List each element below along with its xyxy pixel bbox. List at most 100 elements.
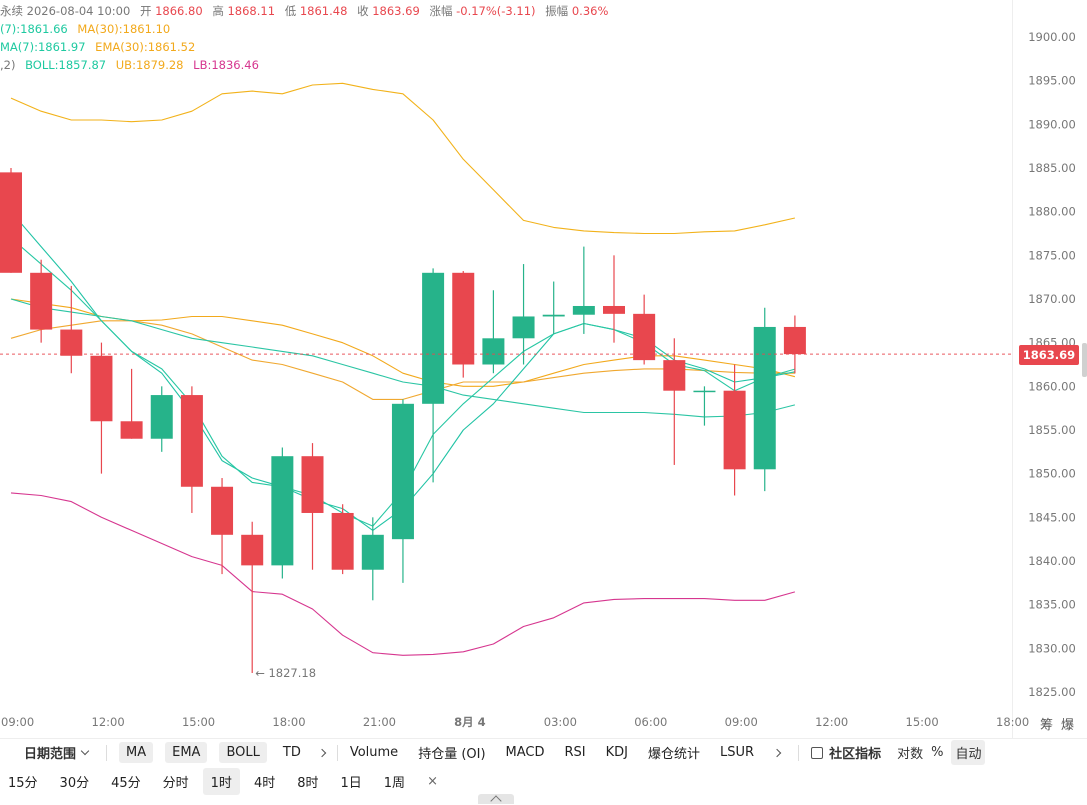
boll-upper-line	[10, 82, 796, 235]
candle-down	[241, 534, 264, 566]
candle-up	[391, 403, 414, 540]
date-range-label: 日期范围	[24, 747, 77, 762]
candle-down	[723, 390, 746, 470]
divider	[798, 744, 800, 761]
price-tick-label: 1840.00	[1028, 554, 1076, 568]
indicator-liquidation-button[interactable]: 爆仓统计	[648, 747, 701, 762]
time-tick-label: 09:00	[725, 715, 758, 729]
candle-down	[603, 305, 625, 314]
time-tick-label: 21:00	[363, 715, 396, 729]
tf-30m[interactable]: 30分	[59, 775, 90, 791]
indicator-td-button[interactable]: TD	[282, 745, 301, 760]
indicator-ema-button[interactable]: EMA	[165, 742, 208, 763]
divider	[106, 744, 108, 761]
chip-bao[interactable]: 爆	[1061, 718, 1075, 733]
candle-down	[211, 486, 234, 535]
time-tick-label: 15:00	[906, 715, 939, 729]
time-tick-label: 06:00	[634, 715, 667, 729]
price-tick-label: 1870.00	[1028, 292, 1076, 306]
auto-scale-toggle[interactable]: 自动	[951, 740, 986, 765]
edit-icon[interactable]	[811, 746, 824, 759]
close-value: 1863.69	[372, 4, 420, 18]
tf-line[interactable]: 分时	[162, 775, 189, 791]
boll-value: BOLL:1857.87	[25, 58, 107, 72]
high-value: 1868.11	[227, 4, 276, 18]
symbol-suffix: 永续	[0, 4, 23, 18]
indicator-volume-button[interactable]: Volume	[349, 745, 399, 760]
candle-down	[452, 272, 475, 365]
price-tick-label: 1860.00	[1028, 379, 1076, 393]
high-label: 高	[212, 4, 224, 18]
time-tick-label: 8月 4	[454, 715, 486, 729]
indicator-toolbar: 日期范围 MA EMA BOLL TD Volume 持仓量 (OI) MACD…	[0, 738, 1087, 766]
candle-down	[331, 512, 354, 570]
time-tick-label: 18:00	[272, 715, 305, 729]
side-tools: 筹爆	[1040, 714, 1082, 733]
price-tick-label: 1855.00	[1028, 423, 1076, 437]
open-value: 1866.80	[155, 4, 203, 18]
percent-scale-toggle[interactable]: %	[931, 745, 944, 760]
close-label: 收	[357, 4, 369, 18]
candle-up	[271, 456, 294, 566]
indicator-ma-button[interactable]: MA	[119, 742, 154, 763]
panel-resize-handle[interactable]	[478, 794, 514, 805]
indicator-rsi-button[interactable]: RSI	[564, 745, 586, 760]
ma30-value: MA(30):1861.10	[77, 22, 171, 36]
axis-scroll-handle[interactable]	[1082, 343, 1087, 377]
timeframe-toolbar: 15分 30分 45分 分时 1时 4时 8时 1日 1周 ×	[0, 766, 1087, 796]
ema7-value: MA(7):1861.97	[0, 40, 86, 54]
candle-up	[482, 338, 505, 365]
time-tick-label: 09:00	[1, 715, 34, 729]
tf-4h[interactable]: 4时	[253, 775, 276, 791]
low-value: 1861.48	[299, 4, 348, 18]
amplitude-value: 0.36%	[571, 4, 609, 18]
tf-8h[interactable]: 8时	[297, 775, 319, 791]
tf-15m[interactable]: 15分	[8, 775, 38, 791]
candle-down	[120, 421, 143, 439]
candle-down	[90, 355, 113, 422]
tf-45m[interactable]: 45分	[111, 775, 141, 791]
boll-lower-line	[10, 492, 796, 656]
indicator-macd-button[interactable]: MACD	[505, 745, 545, 760]
chip-chou[interactable]: 筹	[1040, 718, 1054, 733]
chevron-right-icon[interactable]	[772, 748, 782, 757]
price-tick-label: 1830.00	[1028, 641, 1076, 655]
candlestick-chart[interactable]: 1900.00 1895.00 1890.00 1885.00 1880.00 1875.…	[0, 0, 1087, 738]
price-tick-label: 1890.00	[1028, 117, 1076, 131]
tf-1d[interactable]: 1日	[340, 775, 362, 791]
chart-markers: ← 1827.18	[0, 353, 1012, 680]
indicator-boll-button[interactable]: BOLL	[219, 742, 267, 763]
date-range-dropdown[interactable]: 日期范围	[24, 743, 90, 762]
time-tick-label: 12:00	[92, 715, 125, 729]
candle-up	[422, 272, 445, 404]
log-scale-toggle[interactable]: 对数	[897, 747, 924, 762]
tf-1w[interactable]: 1周	[383, 775, 406, 791]
time-tick-label: 18:00	[996, 715, 1029, 729]
change-label: 涨幅	[429, 4, 453, 18]
time-tick-label: 03:00	[544, 715, 577, 729]
close-timeframes-button[interactable]: ×	[427, 773, 438, 789]
divider	[336, 744, 338, 761]
chevron-right-icon[interactable]	[317, 748, 327, 757]
boll-params: ,2)	[0, 58, 16, 72]
tf-1h[interactable]: 1时	[202, 767, 240, 795]
indicator-oi-button[interactable]: 持仓量 (OI)	[418, 747, 486, 762]
price-tick-label: 1885.00	[1028, 161, 1076, 175]
candle-down	[60, 329, 83, 356]
candle-up	[512, 316, 535, 339]
candle-down	[180, 395, 203, 487]
candle-down	[30, 272, 53, 330]
time-axis[interactable]: 09:00 12:00 15:00 18:00 21:00 8月 4 03:00 06:00 0…	[1, 715, 1029, 729]
open-label: 开	[139, 4, 152, 18]
price-tick-label: 1835.00	[1028, 598, 1076, 612]
ema-row: MA(7):1861.97 EMA(30):1861.52	[0, 38, 195, 57]
price-tick-label: 1895.00	[1028, 74, 1076, 88]
indicator-kdj-button[interactable]: KDJ	[605, 745, 628, 760]
candle-down	[633, 313, 656, 361]
ma-row: (7):1861.66 MA(30):1861.10	[0, 20, 170, 39]
time-tick-label: 12:00	[815, 715, 848, 729]
price-axis[interactable]: 1900.00 1895.00 1890.00 1885.00 1880.00 1875.…	[1028, 30, 1076, 699]
price-tick-label: 1845.00	[1028, 510, 1076, 524]
community-indicators-button[interactable]: 社区指标	[829, 747, 882, 762]
indicator-lsur-button[interactable]: LSUR	[720, 745, 755, 760]
